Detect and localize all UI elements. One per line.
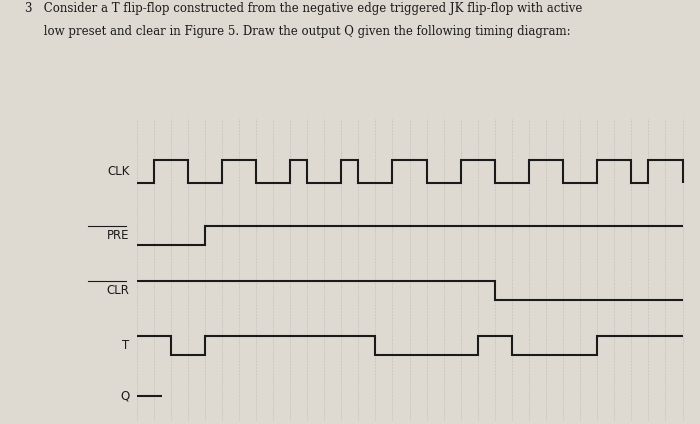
Text: PRE: PRE [107, 229, 130, 242]
Text: CLK: CLK [107, 165, 130, 178]
Text: T: T [122, 339, 130, 352]
Text: 3   Consider a T flip-flop constructed from the negative edge triggered JK flip-: 3 Consider a T flip-flop constructed fro… [25, 2, 582, 15]
Text: Q: Q [120, 390, 130, 403]
Text: CLR: CLR [106, 284, 130, 297]
Text: low preset and clear in Figure 5. Draw the output Q given the following timing d: low preset and clear in Figure 5. Draw t… [25, 25, 570, 38]
